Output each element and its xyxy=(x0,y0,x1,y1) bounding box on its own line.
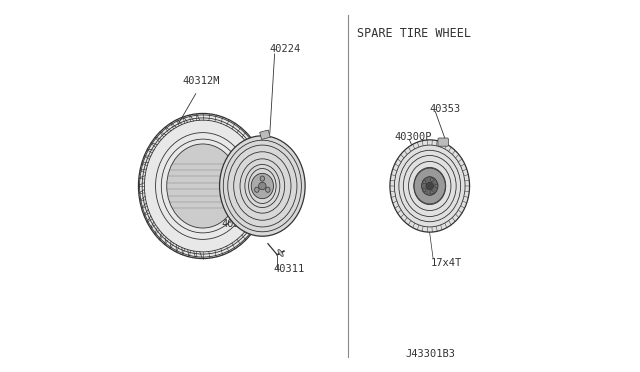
Ellipse shape xyxy=(266,187,270,192)
Circle shape xyxy=(259,182,266,190)
Text: 40300P: 40300P xyxy=(394,131,432,141)
Text: 40353: 40353 xyxy=(429,103,461,113)
Ellipse shape xyxy=(422,177,438,195)
Ellipse shape xyxy=(251,173,273,199)
Ellipse shape xyxy=(414,168,445,204)
Ellipse shape xyxy=(220,136,305,236)
Ellipse shape xyxy=(278,250,284,256)
Ellipse shape xyxy=(167,144,239,228)
Text: SPARE TIRE WHEEL: SPARE TIRE WHEEL xyxy=(357,27,471,40)
Text: J43301B3: J43301B3 xyxy=(406,349,456,359)
Ellipse shape xyxy=(435,185,438,188)
Ellipse shape xyxy=(255,187,259,192)
FancyBboxPatch shape xyxy=(438,138,449,146)
Ellipse shape xyxy=(430,178,433,181)
Circle shape xyxy=(426,182,433,190)
Text: 17x4T: 17x4T xyxy=(431,258,462,268)
Ellipse shape xyxy=(423,180,426,184)
Bar xyxy=(260,130,270,140)
Ellipse shape xyxy=(390,140,470,232)
Ellipse shape xyxy=(260,176,264,181)
Text: 40311: 40311 xyxy=(273,264,305,274)
Ellipse shape xyxy=(430,191,433,194)
Text: 40224: 40224 xyxy=(270,44,301,54)
Ellipse shape xyxy=(423,188,426,192)
Ellipse shape xyxy=(138,113,267,259)
Text: 40312M: 40312M xyxy=(182,76,220,86)
Text: 40300P: 40300P xyxy=(221,219,259,229)
